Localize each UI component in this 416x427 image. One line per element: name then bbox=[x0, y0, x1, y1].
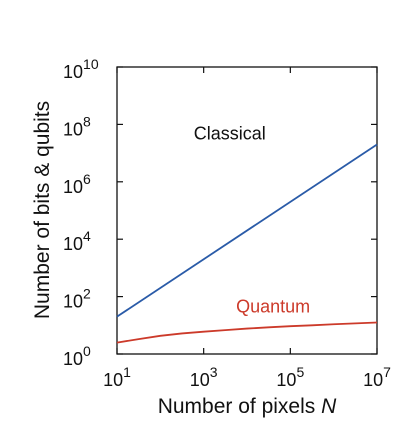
series-line-classical bbox=[116, 143, 378, 318]
x-axis-ticks: 101 103 105 107 bbox=[103, 67, 391, 390]
series-lines bbox=[116, 143, 378, 344]
x-tick-label: 103 bbox=[190, 364, 218, 390]
plot-frame bbox=[116, 66, 378, 355]
y-tick-label: 1010 bbox=[63, 56, 99, 82]
series-label-classical: Classical bbox=[194, 123, 266, 143]
x-tick-label: 107 bbox=[363, 364, 391, 390]
x-tick-label: 101 bbox=[103, 364, 131, 390]
y-axis-title: Number of bits & qubits bbox=[31, 101, 54, 319]
series-line-quantum bbox=[116, 321, 378, 344]
y-tick-label: 102 bbox=[63, 286, 91, 312]
y-tick-label: 104 bbox=[63, 228, 91, 254]
y-tick-label: 106 bbox=[63, 171, 91, 197]
series-label-quantum: Quantum bbox=[236, 296, 310, 316]
x-axis-title: Number of pixels N bbox=[158, 395, 337, 418]
x-tick-label: 105 bbox=[276, 364, 304, 390]
y-tick-label: 108 bbox=[63, 113, 91, 139]
y-axis-ticks: 100 102 104 106 108 1010 bbox=[63, 56, 377, 369]
y-tick-label: 100 bbox=[63, 343, 91, 369]
